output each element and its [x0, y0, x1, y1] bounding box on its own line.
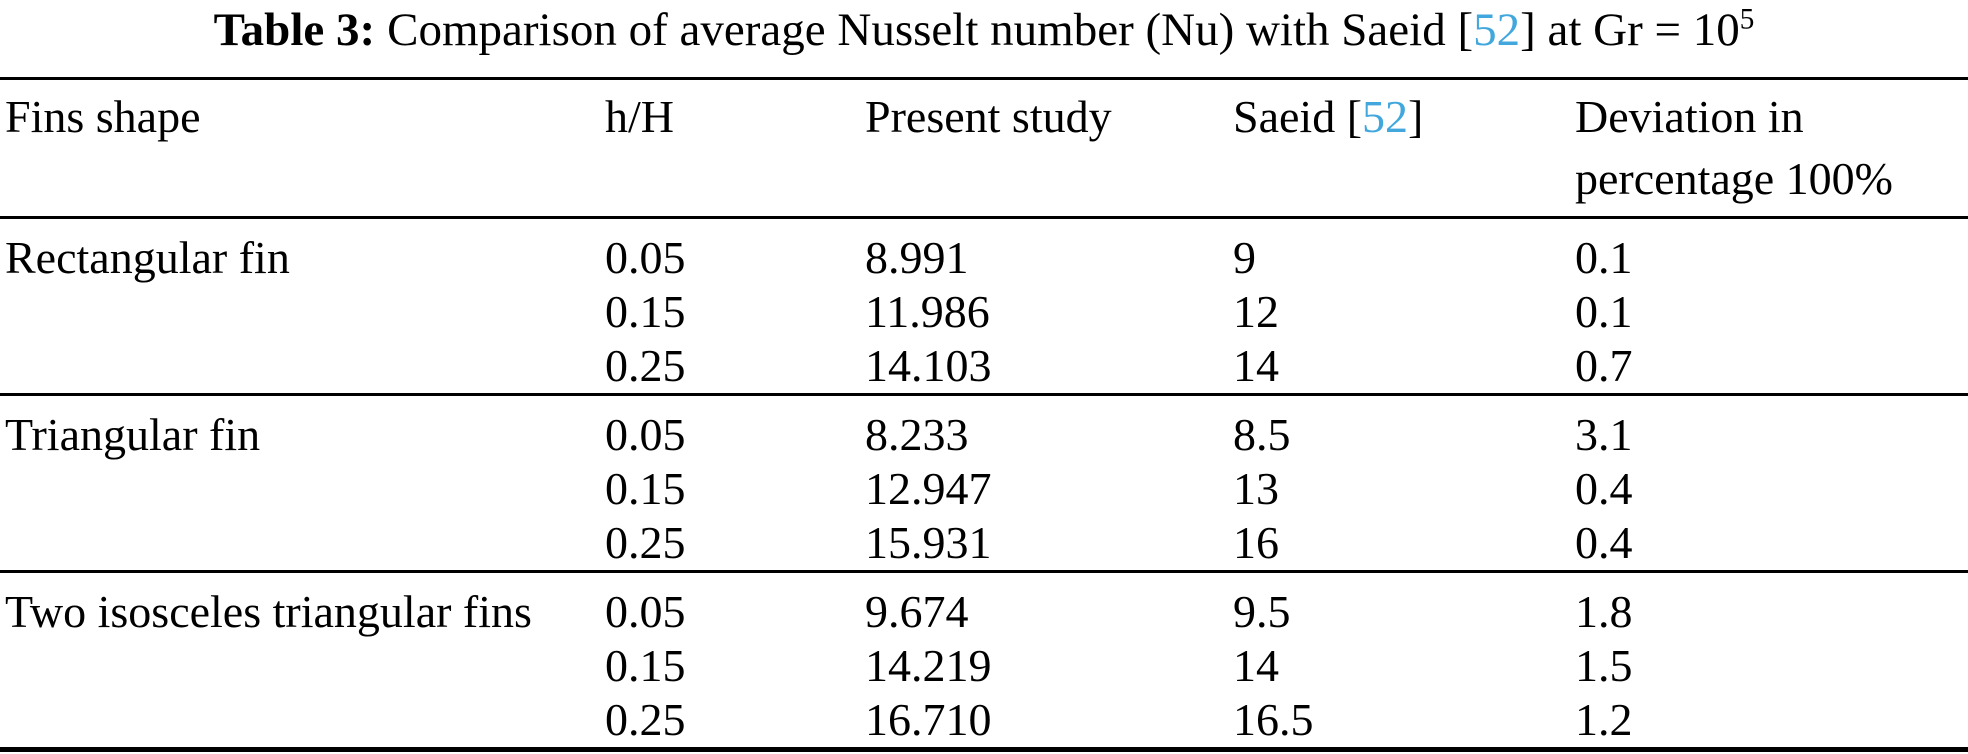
deviation-header-line1: Deviation in: [1575, 91, 1804, 142]
citation-link-caption[interactable]: 52: [1473, 4, 1521, 56]
table-row: 0.15 11.986 12 0.1: [0, 285, 1968, 339]
table-row: 0.15 14.219 14 1.5: [0, 639, 1968, 693]
fin-shape-label: Rectangular fin: [5, 232, 290, 283]
cell-h-H: 0.15: [605, 286, 686, 337]
cell-deviation: 0.7: [1575, 340, 1633, 391]
cell-h-H: 0.05: [605, 409, 686, 460]
cell-saeid: 16: [1233, 517, 1279, 568]
table-row: 0.25 15.931 16 0.4: [0, 516, 1968, 572]
cell-present: 14.103: [865, 340, 992, 391]
cell-deviation: 0.1: [1575, 232, 1633, 283]
cell-h-H: 0.05: [605, 232, 686, 283]
comparison-table: Fins shape h/H Present study Saeid [52] …: [0, 77, 1968, 752]
cell-deviation: 1.5: [1575, 640, 1633, 691]
cell-deviation: 3.1: [1575, 409, 1633, 460]
fin-shape-label: Triangular fin: [5, 409, 261, 460]
cell-h-H: 0.25: [605, 517, 686, 568]
cell-saeid: 8.5: [1233, 409, 1291, 460]
group-triangular-fin: Triangular fin 0.05 8.233 8.5 3.1 0.15 1…: [0, 394, 1968, 572]
column-header-h-H: h/H: [605, 91, 674, 142]
cell-deviation: 0.1: [1575, 286, 1633, 337]
group-rectangular-fin: Rectangular fin 0.05 8.991 9 0.1 0.15 11…: [0, 218, 1968, 395]
cell-saeid: 14: [1233, 340, 1279, 391]
cell-present: 16.710: [865, 694, 992, 745]
table-row: 0.25 16.710 16.5 1.2: [0, 693, 1968, 750]
column-header-present-study: Present study: [865, 91, 1112, 142]
fin-shape-label: Two isosceles triangular fins: [5, 586, 532, 637]
table-caption-label: Table 3:: [213, 4, 376, 56]
column-header-saeid: Saeid [52]: [1233, 79, 1575, 218]
citation-link-header[interactable]: 52: [1362, 91, 1409, 142]
saeid-header-text: Saeid [: [1233, 91, 1363, 142]
cell-present: 8.991: [865, 232, 969, 283]
cell-present: 8.233: [865, 409, 969, 460]
table-caption: Table 3: Comparison of average Nusselt nu…: [0, 0, 1968, 77]
cell-h-H: 0.15: [605, 640, 686, 691]
cell-deviation: 0.4: [1575, 517, 1633, 568]
deviation-header-line2: percentage 100%: [1575, 153, 1894, 204]
table-header-row: Fins shape h/H Present study Saeid [52] …: [0, 79, 1968, 218]
caption-exponent: 5: [1739, 3, 1755, 36]
cell-saeid: 9.5: [1233, 586, 1291, 637]
cell-saeid: 12: [1233, 286, 1279, 337]
table-row: Two isosceles triangular fins 0.05 9.674…: [0, 572, 1968, 640]
column-header-fins-shape: Fins shape: [5, 91, 201, 142]
cell-deviation: 1.8: [1575, 586, 1633, 637]
cell-present: 12.947: [865, 463, 992, 514]
table-row: 0.25 14.103 14 0.7: [0, 339, 1968, 395]
cell-saeid: 16.5: [1233, 694, 1314, 745]
cell-h-H: 0.05: [605, 586, 686, 637]
cell-saeid: 13: [1233, 463, 1279, 514]
cell-h-H: 0.25: [605, 694, 686, 745]
cell-saeid: 9: [1233, 232, 1256, 283]
cell-deviation: 0.4: [1575, 463, 1633, 514]
cell-h-H: 0.15: [605, 463, 686, 514]
cell-present: 9.674: [865, 586, 969, 637]
table-caption-text-mid: ] at Gr = 10: [1520, 4, 1740, 56]
cell-present: 11.986: [865, 286, 990, 337]
table-caption-text: Comparison of average Nusselt number (Nu…: [387, 4, 1474, 56]
column-header-deviation: Deviation in percentage 100%: [1575, 79, 1968, 218]
cell-present: 14.219: [865, 640, 992, 691]
cell-saeid: 14: [1233, 640, 1279, 691]
cell-deviation: 1.2: [1575, 694, 1633, 745]
cell-present: 15.931: [865, 517, 992, 568]
table-row: Rectangular fin 0.05 8.991 9 0.1: [0, 218, 1968, 286]
table-row: 0.15 12.947 13 0.4: [0, 462, 1968, 516]
group-two-isosceles-triangular-fins: Two isosceles triangular fins 0.05 9.674…: [0, 571, 1968, 750]
saeid-header-bracket: ]: [1408, 91, 1424, 142]
cell-h-H: 0.25: [605, 340, 686, 391]
table-row: Triangular fin 0.05 8.233 8.5 3.1: [0, 395, 1968, 463]
